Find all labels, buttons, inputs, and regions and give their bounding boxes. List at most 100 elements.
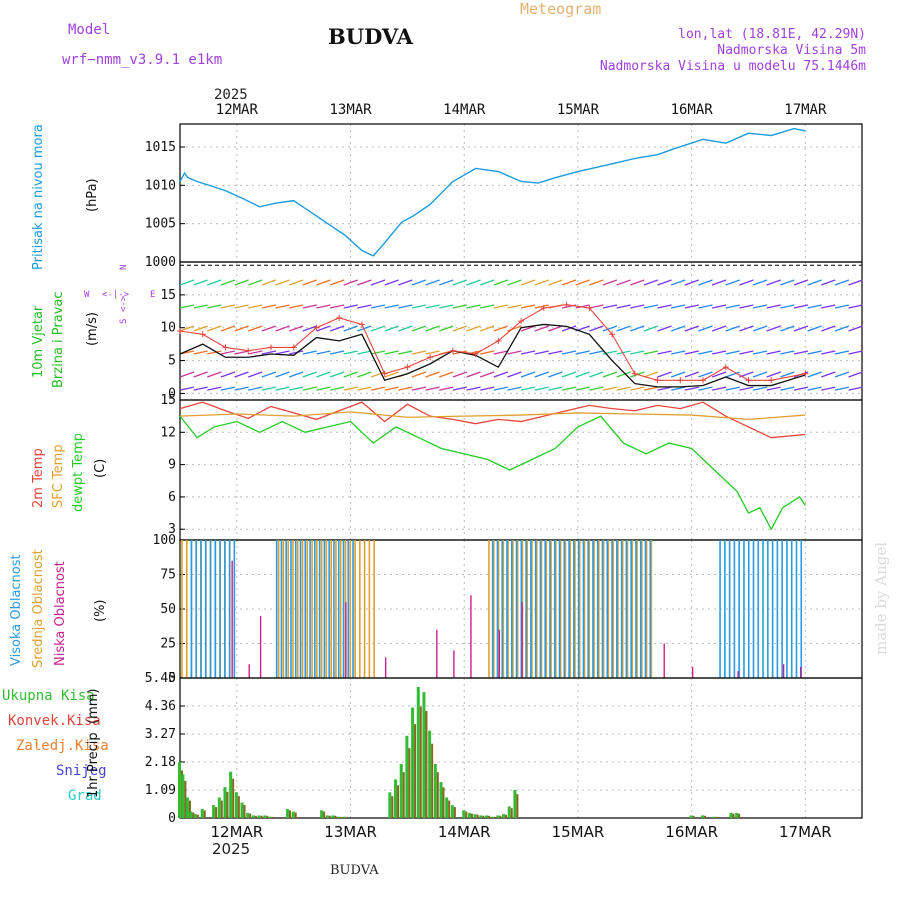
wind-barb [780, 371, 795, 378]
wind-barb [493, 386, 508, 391]
wind-barb [589, 386, 604, 391]
wind-barb [288, 325, 304, 332]
wind-barb [698, 279, 713, 286]
wind-barb [439, 304, 454, 309]
wind-speed-line [179, 323, 806, 388]
wind-barb [602, 304, 618, 309]
wind-barb [384, 350, 399, 355]
wind-barb [261, 325, 277, 332]
precip-total-bar [439, 782, 443, 818]
precip-total-bar [462, 810, 466, 818]
wind-barb [616, 371, 631, 378]
precip-total-bar [320, 810, 324, 818]
wind-barb [316, 325, 331, 332]
wind-barb [684, 350, 699, 355]
wind-barb [425, 386, 440, 391]
wind-barb [329, 350, 345, 355]
wind-barb [520, 350, 536, 355]
wind-barb [561, 350, 577, 355]
y-tick-label: 15 [160, 393, 176, 408]
wind-barb [725, 350, 740, 355]
wind-barb [670, 279, 686, 286]
wind-label-2: Brzina i Pravac [51, 291, 66, 388]
precip-conv-bar [738, 813, 741, 818]
wind-barb [793, 279, 809, 286]
wind-barb [234, 386, 249, 391]
y-tick-label: 50 [160, 602, 176, 617]
wind-barb [616, 325, 631, 332]
precip-conv-bar [402, 772, 405, 818]
compass-cross: <-|-> [102, 290, 130, 300]
wind-barb [548, 371, 563, 378]
wind-barb [452, 371, 468, 378]
precip-total-bar [234, 792, 238, 818]
wind-barb [766, 304, 781, 309]
precip-total-bar [479, 815, 483, 818]
panel-wind: 0 5 10 15 [160, 261, 863, 401]
wind-barb [834, 386, 850, 391]
precip-conv-bar [692, 815, 695, 818]
wind-barb [193, 386, 208, 391]
wind-barb [780, 279, 795, 286]
wind-barb [534, 325, 549, 332]
precip-total-bar [411, 707, 415, 818]
wind-barb [834, 279, 850, 286]
wind-barb [357, 279, 372, 286]
wind-barb [316, 350, 331, 355]
wind-barb [207, 386, 222, 391]
wind-barb [329, 304, 345, 309]
wind-barb [357, 386, 372, 391]
plot-area: 1000100510101015051015369121502550751000… [145, 123, 863, 826]
elevation-label: Nadmorska Visina 5m [717, 43, 866, 58]
panel-precipitation: 0 1.09 2.18 3.27 4.36 5.45 [145, 671, 863, 826]
wind-barb [834, 350, 850, 355]
wind-barb [630, 325, 645, 332]
wind-barb [234, 279, 249, 286]
wind-barb [289, 304, 304, 309]
wind-barb [766, 350, 781, 355]
wind-barb [329, 325, 345, 332]
wind-barb [207, 350, 222, 355]
wind-barb [561, 279, 577, 286]
precip-total-bar [251, 815, 255, 818]
wind-barb [493, 304, 508, 309]
wind-gust-marker [427, 354, 434, 361]
wind-barb [207, 279, 222, 286]
wind-barb [698, 371, 713, 378]
wind-barb [398, 279, 413, 286]
precip-conv-bar [196, 814, 199, 818]
model-label: Model [68, 22, 110, 38]
precip-conv-bar [260, 815, 263, 818]
wind-barb [561, 386, 577, 391]
wind-barb [179, 386, 195, 391]
temp-label-1: 2m Temp [31, 448, 46, 508]
precip-legend-hail: Grad [68, 788, 102, 804]
wind-barb [302, 279, 317, 286]
x-tick-label-bottom: 14MAR [438, 823, 491, 841]
wind-barb [480, 386, 495, 391]
y-tick-label: 0 [168, 671, 176, 686]
wind-barb [739, 279, 754, 286]
wind-barb [343, 279, 358, 286]
precip-conv-bar [249, 813, 252, 818]
cloud-label-3: Niska Oblacnost [53, 561, 68, 666]
wind-barb [657, 304, 672, 309]
wind-barb [479, 279, 495, 286]
wind-barb [807, 386, 822, 391]
precip-total-bar [263, 815, 267, 818]
wind-barb [466, 325, 481, 332]
wind-barb [480, 350, 495, 355]
wind-barb [739, 350, 754, 355]
wind-barb [548, 279, 563, 286]
wind-barb [289, 350, 304, 355]
wind-barb [711, 371, 727, 378]
cloud-unit: (%) [93, 600, 108, 623]
wind-barb [452, 325, 468, 332]
precip-total-bar [257, 815, 261, 818]
precip-conv-bar [448, 800, 451, 818]
wind-barb [684, 304, 699, 309]
precip-conv-bar [243, 804, 246, 818]
wind-barb [670, 325, 686, 332]
wind-barb [821, 350, 836, 355]
wind-barb [575, 371, 590, 378]
